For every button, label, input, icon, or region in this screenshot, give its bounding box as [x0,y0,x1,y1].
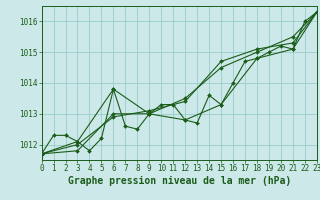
X-axis label: Graphe pression niveau de la mer (hPa): Graphe pression niveau de la mer (hPa) [68,176,291,186]
